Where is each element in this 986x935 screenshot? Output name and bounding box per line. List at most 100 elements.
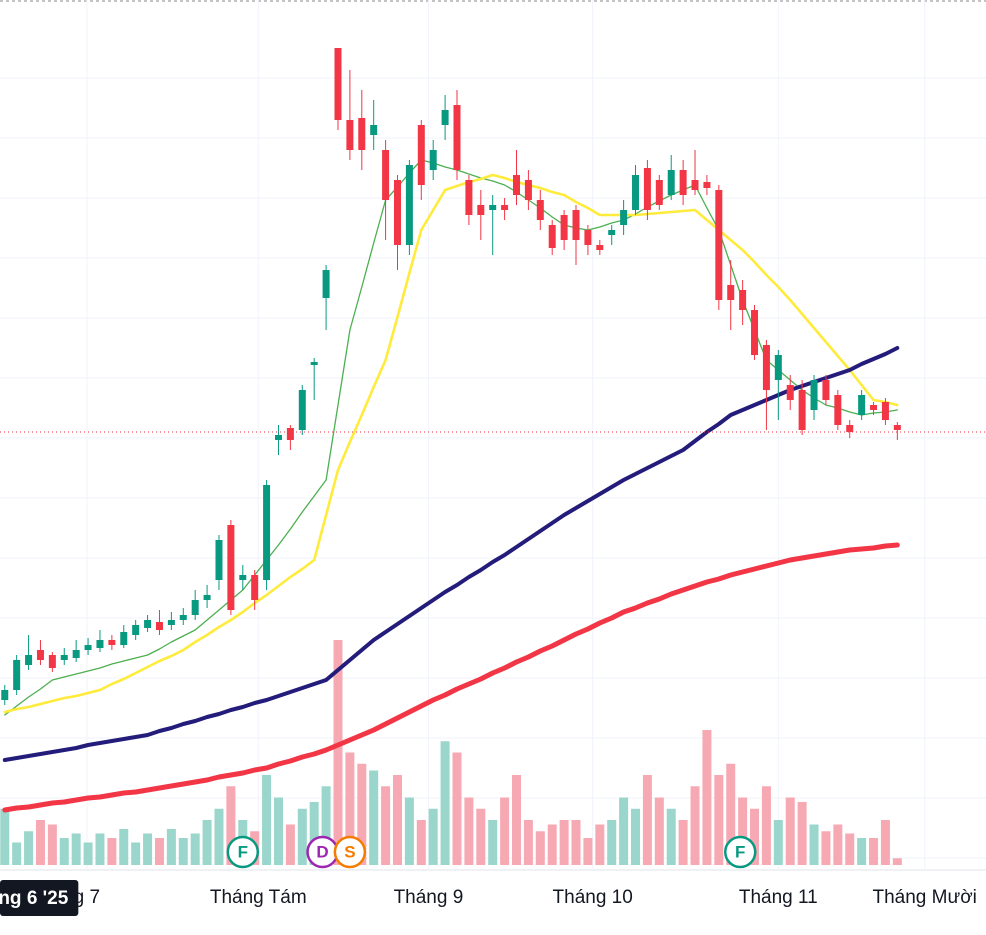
x-tick-label: Tháng Mười: [873, 887, 977, 908]
volume-bar: [631, 808, 641, 865]
candle-body: [155, 622, 163, 630]
candle-body: [810, 380, 818, 410]
candle-body: [132, 625, 140, 635]
volume-bar: [131, 842, 141, 865]
event-label: S: [344, 842, 355, 861]
volume-bar: [309, 802, 319, 865]
candle-body: [560, 215, 568, 240]
volume-bar: [143, 833, 153, 865]
volume-bar: [190, 833, 200, 865]
candle-body: [751, 310, 759, 355]
volume-bar: [535, 831, 545, 865]
candle-body: [405, 165, 413, 245]
volume-bar: [666, 808, 676, 865]
candle-body: [48, 655, 56, 668]
volume-bar: [404, 797, 414, 865]
volume-bar: [702, 730, 712, 865]
ma-line: [2, 542, 900, 813]
event-circle: [226, 835, 260, 869]
ma-line: [3, 173, 899, 714]
candle-body: [429, 150, 437, 170]
candle-body: [727, 285, 735, 300]
event-circle: [333, 835, 367, 869]
candle-body: [881, 402, 889, 420]
volume-bar: [488, 820, 498, 865]
candle-body: [632, 175, 640, 210]
volume-bar: [845, 833, 855, 865]
event-badge: D: [306, 835, 339, 869]
candle-body: [548, 225, 556, 248]
volume-bar: [166, 829, 176, 865]
candle-body: [36, 650, 44, 660]
volume-bar: [857, 838, 867, 865]
candle-body: [524, 180, 532, 200]
volume-bar: [285, 824, 295, 865]
event-badge: F: [226, 835, 260, 869]
volume-bar: [785, 797, 795, 865]
candle-body: [513, 175, 521, 195]
volume-bar: [262, 775, 272, 865]
volume-bar: [773, 820, 783, 865]
volume-bar: [821, 831, 831, 865]
candle-body: [179, 615, 187, 620]
candle-body: [477, 205, 485, 215]
cursor-label-bg: [0, 880, 79, 916]
candle-body: [310, 362, 318, 365]
candle-body: [846, 425, 854, 432]
candle-body: [96, 640, 104, 648]
candle-body: [370, 125, 378, 135]
candle-body: [858, 395, 866, 415]
candle-body: [298, 390, 306, 430]
candle-body: [346, 120, 354, 150]
event-label: F: [238, 842, 248, 861]
volume-bar: [654, 797, 664, 865]
candle-body: [679, 170, 687, 195]
volume-bar: [345, 752, 355, 865]
ma-line: [4, 159, 898, 716]
candle-body: [739, 290, 747, 310]
volume-bar: [154, 838, 164, 865]
candle-body: [382, 150, 390, 200]
candle-body: [13, 660, 21, 690]
cursor-label: ng 6 '25: [0, 888, 69, 909]
candle-body: [251, 575, 259, 600]
volume-bar: [428, 808, 438, 865]
volume-bar: [381, 786, 391, 865]
x-axis: g 7 Tháng Tám Tháng 9 Tháng 10 Tháng 11 Tháng…: [0, 880, 977, 916]
volume-bar: [107, 838, 117, 865]
x-tick-label: Tháng 11: [739, 887, 818, 908]
volume-bar: [59, 838, 69, 865]
volume-bar: [464, 797, 474, 865]
candle-body: [572, 210, 580, 240]
volume-bar: [273, 797, 283, 865]
candle-body: [60, 655, 68, 660]
volume-bar: [512, 775, 522, 865]
volume-bar: [726, 763, 736, 865]
x-tick-label: Tháng Tám: [210, 887, 307, 908]
volume-bar: [214, 808, 224, 865]
candle-body: [786, 385, 794, 400]
candle-body: [441, 110, 449, 125]
candle-body: [191, 600, 199, 615]
candle-body: [643, 168, 651, 210]
volume-bar: [738, 797, 748, 865]
volume-bar: [297, 808, 307, 865]
volume-bar: [880, 820, 890, 865]
candle-body: [227, 525, 235, 610]
volume-bar: [607, 820, 617, 865]
candle-body: [144, 620, 152, 628]
candle-body: [274, 435, 282, 440]
volume-bar: [833, 824, 843, 865]
volume-bar: [35, 820, 45, 865]
candle-body: [286, 428, 294, 440]
candle-body: [667, 170, 675, 195]
candle-body: [822, 380, 830, 400]
volume-bar: [321, 786, 331, 865]
candle-body: [608, 230, 616, 235]
volume-bar: [24, 831, 34, 865]
candle-body: [798, 390, 806, 430]
volume-bar: [619, 797, 629, 865]
candle-body: [893, 425, 901, 430]
